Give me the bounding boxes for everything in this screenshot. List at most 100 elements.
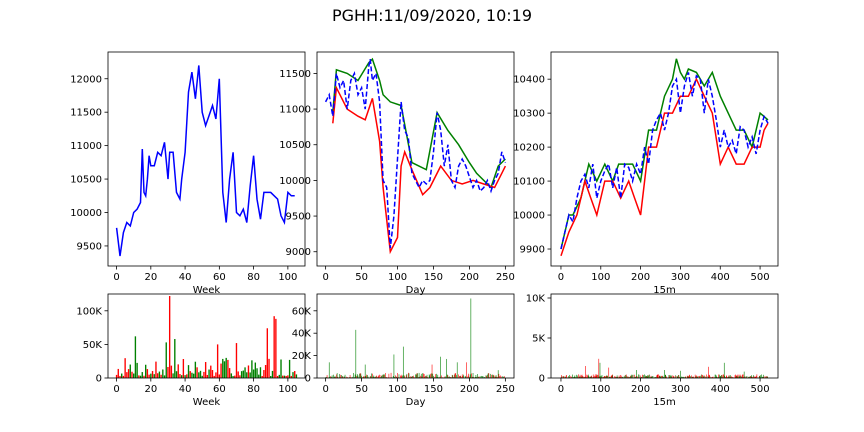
weekly-volume-bar (204, 362, 207, 378)
15m-volume-bar (670, 376, 672, 378)
15m-price-xtick-label: 500 (751, 272, 770, 283)
daily-volume-bar (401, 374, 403, 378)
weekly-volume-xtick-label: 0 (113, 384, 119, 395)
daily-volume-bar (412, 375, 413, 378)
daily-volume-bar (500, 375, 501, 378)
daily-volume-bar (356, 376, 357, 378)
15m-volume-bar (563, 376, 564, 378)
15m-volume-bar (668, 376, 670, 378)
15m-volume-bar (584, 377, 585, 378)
15m-volume-bar (732, 377, 734, 378)
weekly-volume-bar (121, 373, 123, 378)
15m-volume-bar (604, 376, 606, 378)
15m-volume-bar (648, 374, 650, 378)
weekly-volume-bar (127, 369, 130, 378)
daily-volume-bar (365, 376, 367, 378)
15m-volume-bar (643, 375, 644, 378)
daily-volume-bar (339, 377, 341, 378)
15m-volume-bar (593, 376, 594, 378)
15m-volume-bar (638, 374, 639, 378)
15m-volume-bar (709, 376, 711, 378)
weekly-volume-bar (148, 374, 150, 378)
weekly-volume-bar (136, 362, 138, 378)
15m-volume-bar (580, 376, 582, 378)
15m-volume-bar (720, 376, 721, 378)
daily-volume-bar (429, 375, 431, 378)
daily-price-series-high (332, 57, 506, 189)
15m-price-ytick-label: 9900 (520, 245, 545, 256)
daily-volume-bar (477, 374, 478, 378)
daily-volume-bar (482, 376, 483, 378)
15m-volume-bar (654, 376, 656, 378)
15m-volume-bar (564, 376, 566, 378)
weekly-volume-bar (283, 375, 286, 378)
daily-volume-bar (338, 374, 340, 378)
15m-volume-bar (700, 375, 702, 378)
15m-volume-bar (621, 376, 623, 378)
daily-volume-bar (434, 376, 436, 378)
15m-volume-bar (623, 376, 625, 378)
daily-volume-bar (376, 375, 377, 378)
weekly-price-ytick-label: 10000 (70, 208, 102, 219)
daily-volume-bar (354, 374, 356, 378)
15m-volume-bar (577, 376, 579, 378)
15m-volume-bar (719, 375, 721, 378)
15m-volume-bar (592, 374, 594, 378)
weekly-volume-bar (146, 369, 149, 378)
weekly-volume-bar (133, 373, 135, 378)
daily-volume-bar (479, 376, 480, 378)
daily-volume-bar (356, 374, 358, 378)
15m-volume-bar (639, 375, 641, 378)
weekly-volume-bar (134, 336, 137, 378)
daily-volume-bar (421, 376, 423, 378)
15m-volume-bar (708, 374, 710, 378)
daily-volume-bar (425, 376, 427, 378)
weekly-volume-bar (162, 369, 164, 378)
weekly-volume-bar (210, 365, 212, 378)
15m-volume-bar (579, 374, 581, 378)
weekly-volume-bar (165, 342, 167, 378)
weekly-volume-bar (126, 372, 128, 378)
15m-volume-bar (629, 377, 631, 378)
15m-volume-bar (678, 375, 679, 378)
15m-volume-bar (600, 377, 602, 378)
15m-volume-bar (650, 375, 652, 378)
daily-volume-bar (408, 373, 410, 378)
15m-volume-bar (651, 376, 652, 378)
15m-volume-bar (759, 376, 760, 378)
15m-volume-bar (657, 374, 658, 378)
15m-volume-bar (620, 375, 622, 378)
daily-volume-bar (384, 374, 385, 378)
15m-volume-bar (704, 376, 706, 378)
daily-volume-bar (470, 298, 472, 378)
daily-volume-bar (432, 373, 434, 378)
15m-volume-bar (619, 376, 620, 378)
15m-volume-bar (739, 375, 740, 378)
daily-volume-bar (504, 376, 505, 378)
weekly-volume-bar (122, 375, 125, 378)
daily-volume-bar (479, 376, 481, 378)
15m-volume-bar (742, 374, 743, 378)
15m-volume-bar (587, 376, 589, 378)
weekly-volume-bar (179, 374, 181, 378)
daily-volume-bar (445, 376, 446, 378)
15m-volume-bar (740, 375, 742, 378)
15m-volume-bar (721, 375, 722, 378)
weekly-volume-bar (254, 362, 257, 378)
15m-volume-bar (565, 377, 567, 378)
daily-volume-bar (441, 375, 442, 378)
weekly-volume-bar (201, 375, 203, 378)
15m-volume-bar (673, 376, 674, 378)
daily-volume-bar (453, 377, 454, 378)
daily-volume-bar (484, 376, 485, 378)
15m-volume-bar (695, 376, 697, 378)
weekly-volume-bar (290, 375, 292, 378)
15m-volume-bar (727, 376, 729, 378)
15m-volume-bar (691, 376, 693, 378)
15m-volume-bar (616, 376, 617, 378)
15m-volume-bar (606, 375, 607, 378)
daily-price-xtick-label: 250 (496, 272, 515, 283)
daily-volume-bar (439, 376, 441, 378)
15m-volume-bar (599, 376, 600, 378)
daily-volume-bar (456, 375, 457, 378)
